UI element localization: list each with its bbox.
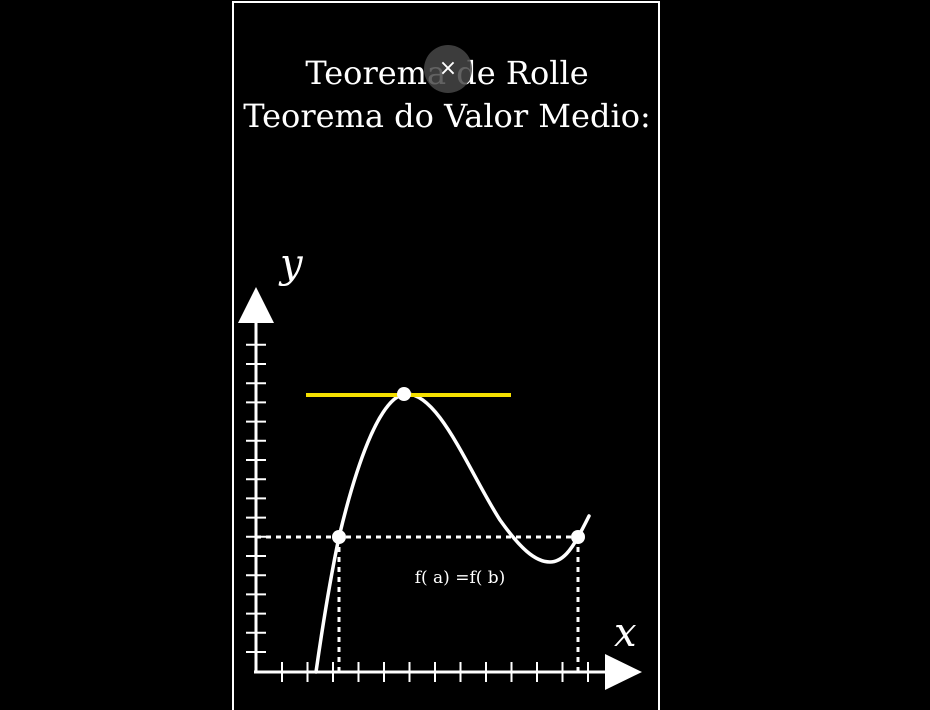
point-a: [332, 530, 346, 544]
close-icon[interactable]: ×: [424, 45, 472, 93]
point-b: [571, 530, 585, 544]
title-line-2: Teorema do Valor Medio:: [243, 97, 651, 135]
x-axis-ticks: [281, 662, 589, 682]
equation-label: f( a) =f( b): [415, 568, 506, 588]
x-axis-label: x: [614, 610, 637, 656]
x-axis-arrow: [605, 654, 642, 690]
y-axis-ticks: [246, 343, 266, 653]
video-frame: [232, 1, 660, 710]
y-axis-arrow: [238, 287, 274, 323]
function-curve: [314, 392, 591, 674]
point-c: [397, 387, 411, 401]
y-axis-label: y: [278, 241, 304, 287]
